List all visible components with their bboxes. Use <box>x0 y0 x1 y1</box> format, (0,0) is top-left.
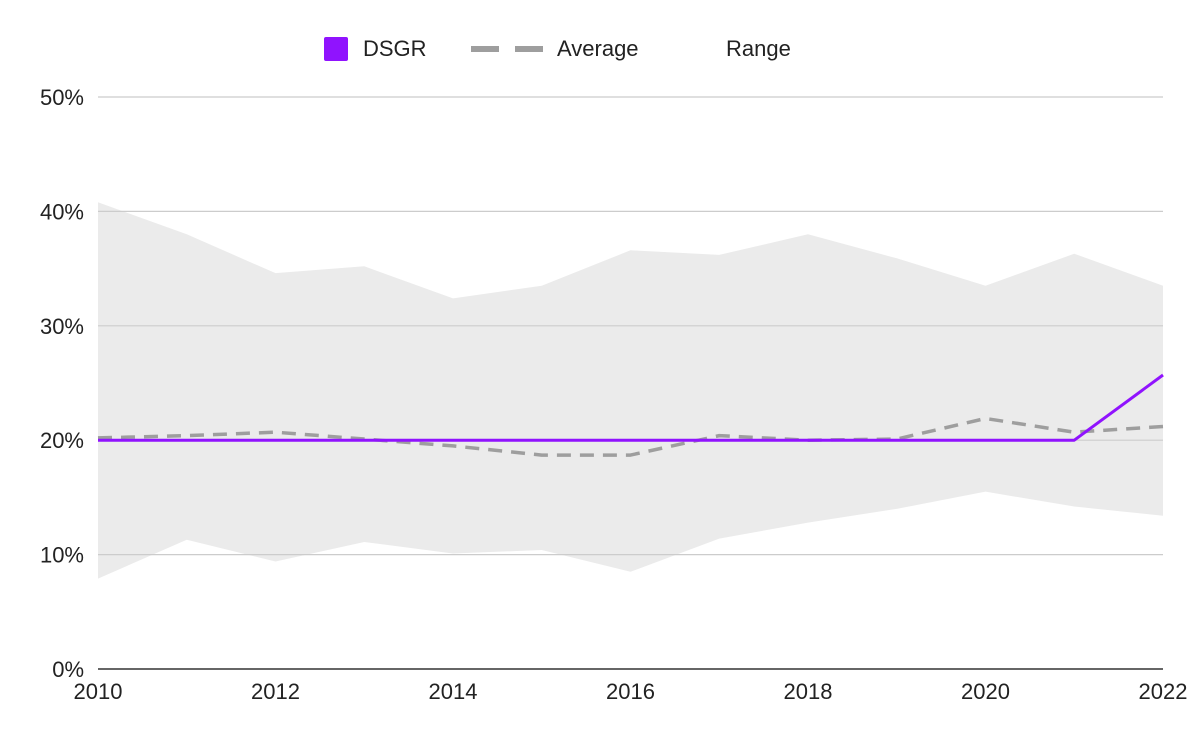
x-tick-label: 2018 <box>784 679 833 704</box>
legend-label-dsgr: DSGR <box>363 36 427 61</box>
legend-label-range: Range <box>726 36 791 61</box>
y-tick-label: 10% <box>40 543 84 568</box>
legend-label-average: Average <box>557 36 639 61</box>
x-tick-label: 2020 <box>961 679 1010 704</box>
series-lines <box>97 373 1164 457</box>
series-line-dsgr <box>98 373 1164 442</box>
y-tick-label: 30% <box>40 314 84 339</box>
y-tick-label: 0% <box>52 657 84 682</box>
y-tick-label: 50% <box>40 85 84 110</box>
legend: DSGR Average Range <box>324 36 791 61</box>
x-tick-label: 2014 <box>429 679 478 704</box>
x-tick-label: 2022 <box>1139 679 1188 704</box>
axes: 0% 10% 20% 30% 40% 50% 2010 2012 2014 2016 2018 202… <box>40 85 1188 704</box>
range-area <box>98 202 1163 579</box>
series-line-average <box>97 416 1164 457</box>
x-tick-label: 2010 <box>74 679 123 704</box>
legend-swatch-dsgr <box>324 37 348 61</box>
y-tick-label: 20% <box>40 428 84 453</box>
x-tick-label: 2016 <box>606 679 655 704</box>
x-tick-label: 2012 <box>251 679 300 704</box>
y-tick-label: 40% <box>40 199 84 224</box>
range-area-layer <box>98 202 1163 579</box>
